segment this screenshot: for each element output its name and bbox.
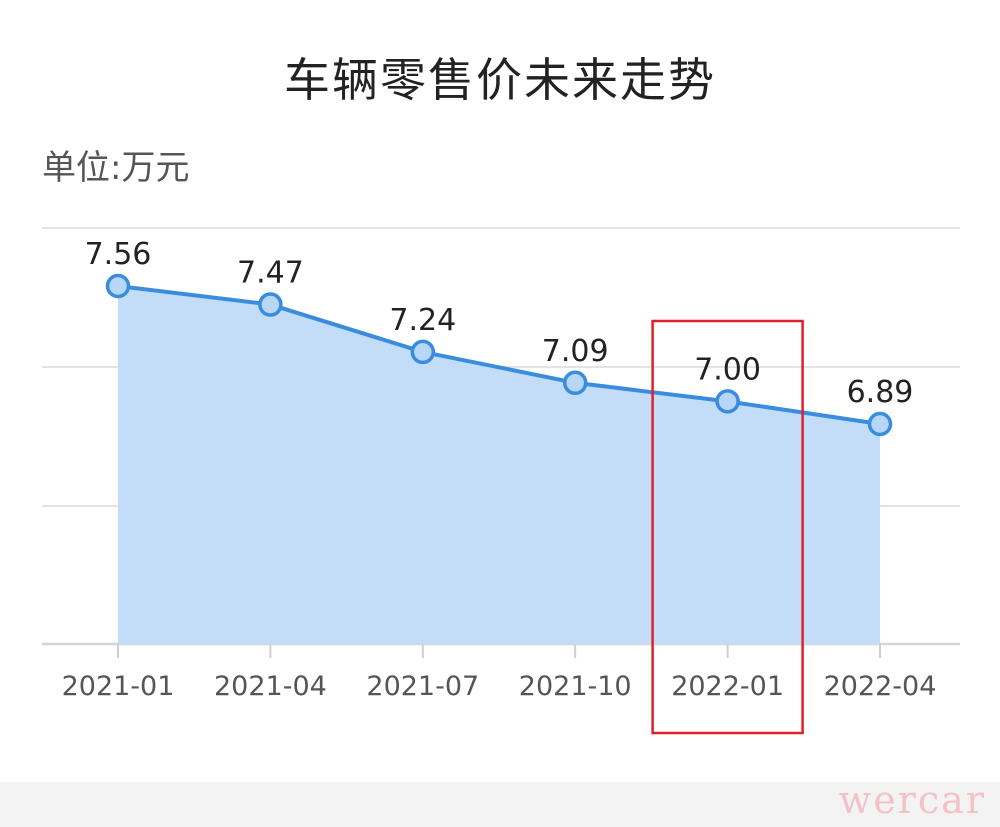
highlight-layer xyxy=(651,319,804,735)
data-label: 7.24 xyxy=(389,303,456,338)
x-tick-label: 2021-07 xyxy=(366,671,479,702)
data-label: 7.00 xyxy=(694,352,761,387)
data-point xyxy=(715,389,740,414)
x-tick-label: 2021-10 xyxy=(519,671,632,702)
area-fill xyxy=(118,286,880,644)
highlight-box xyxy=(651,319,804,735)
x-tick-label: 2021-04 xyxy=(214,671,327,702)
series-line xyxy=(117,284,881,426)
x-tick-label: 2022-01 xyxy=(671,671,784,702)
data-label: 7.09 xyxy=(542,334,609,369)
data-label: 7.47 xyxy=(237,256,304,291)
line-layer xyxy=(117,284,881,426)
data-point xyxy=(105,273,131,299)
data-label: 6.89 xyxy=(847,375,914,410)
data-point xyxy=(410,339,436,365)
x-tick-label: 2022-04 xyxy=(824,671,937,702)
data-points xyxy=(105,273,893,437)
area-layer xyxy=(118,286,880,644)
unit-label: 单位:万元 xyxy=(42,148,190,188)
data-point xyxy=(867,411,893,437)
footer-bar xyxy=(0,782,1000,827)
chart-title: 车辆零售价未来走势 xyxy=(284,53,716,107)
data-label: 7.56 xyxy=(85,237,152,272)
data-point xyxy=(562,370,588,396)
data-point xyxy=(258,292,283,317)
data-labels: 7.56 7.47 7.24 7.09 7.00 6.89 xyxy=(85,237,914,410)
x-axis-ticks: 2021-01 2021-04 2021-07 2021-10 2022-01 2022-… xyxy=(62,644,937,702)
watermark-text: wercar xyxy=(838,778,986,822)
x-tick-label: 2021-01 xyxy=(62,671,175,702)
